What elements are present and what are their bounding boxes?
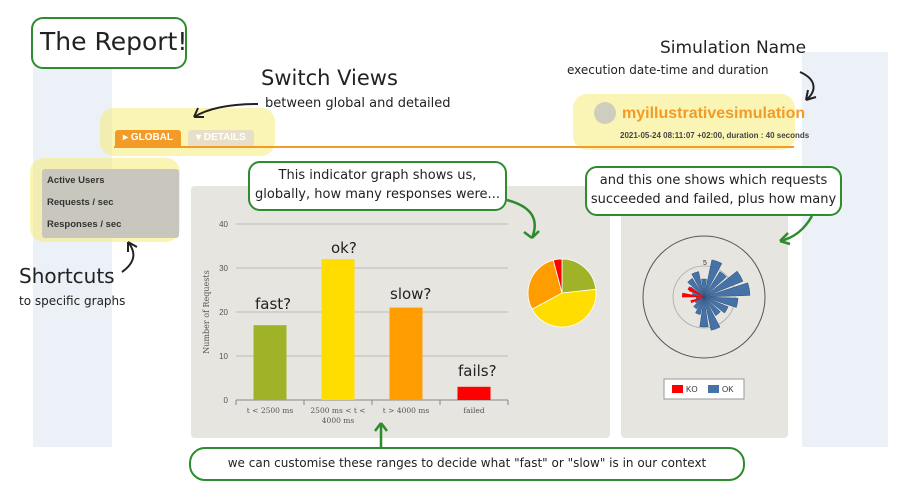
polar-ok-wedge	[687, 277, 705, 298]
indicator-bubble	[248, 161, 507, 211]
polar-ok-wedge	[703, 296, 739, 308]
switch-views-arrow	[193, 103, 259, 118]
slow-label: slow?	[390, 285, 432, 303]
polar-ko-wedge	[690, 297, 704, 304]
polar-ok-wedge	[699, 296, 709, 328]
simulation-name: myillustrativesimulation	[622, 105, 806, 122]
polar-ok-wedge	[703, 282, 751, 298]
shortcuts-arrowhead	[127, 241, 138, 252]
y-tick-label: 30	[219, 264, 228, 273]
polar-ok-wedge	[695, 296, 705, 315]
polar-legend	[663, 378, 745, 400]
pie-slice	[561, 258, 597, 294]
polar-ok-wedge	[703, 296, 721, 331]
switch-views-subtitle: between global and detailed	[265, 96, 451, 111]
indicator-bubble-line1: This indicator graph shows us,	[278, 168, 477, 183]
polar-axis-label: 5	[703, 260, 707, 267]
tab-global[interactable]: ▸ GLOBAL	[115, 130, 182, 147]
polar-ok-wedge	[691, 271, 705, 298]
legend-label: OK	[722, 385, 734, 394]
legend-swatch	[708, 385, 719, 393]
simulation-meta: 2021-05-24 08:11:07 +02:00, duration : 4…	[620, 131, 810, 140]
ranges-arrowhead	[374, 422, 388, 432]
polar-inner-ring	[672, 265, 736, 329]
x-tick-label: t > 4000 ms	[383, 406, 430, 415]
ranges-bubble	[189, 447, 745, 481]
sim-name-arrow	[799, 71, 815, 101]
sim-name-title: Simulation Name	[660, 38, 807, 58]
sim-name-subtitle: execution date-time and duration	[567, 63, 769, 77]
polar-ok-wedge	[703, 271, 727, 298]
polar-ok-wedge	[703, 259, 723, 298]
pie-slice	[552, 258, 563, 294]
requests-bubble-line2: succeeded and failed, plus how many	[590, 192, 837, 207]
x-tick-label: failed	[463, 406, 484, 415]
y-tick-label: 20	[219, 308, 228, 317]
indicator-bubble-line2: globally, how many responses were...	[255, 187, 500, 202]
x-tick-label: 4000 ms	[322, 416, 355, 425]
report-title-box	[31, 17, 187, 69]
x-tick-label: t < 2500 ms	[247, 406, 294, 415]
y-axis-label: Number of Requests	[202, 270, 211, 353]
y-tick-label: 0	[224, 396, 229, 405]
menu-item-requests-sec[interactable]: Requests / sec	[47, 197, 114, 208]
ranges-bubble-text: we can customise these ranges to decide …	[227, 456, 707, 470]
pie-slice	[527, 259, 563, 310]
switch-views-title: Switch Views	[261, 66, 398, 90]
requests-arrow	[779, 215, 814, 243]
switch-views-arrowhead	[193, 107, 204, 118]
polar-ko-wedge	[682, 292, 704, 298]
menu-item-responses-sec[interactable]: Responses / sec	[47, 219, 122, 230]
sim-name-arrowhead	[805, 89, 817, 101]
polar-outer-ring	[642, 235, 766, 359]
polar-ok-wedge	[703, 296, 721, 317]
bar	[321, 259, 355, 400]
x-tick-label: 2500 ms < t <	[310, 406, 365, 415]
polar-ko-wedge	[687, 286, 704, 297]
ok-label: ok?	[331, 239, 357, 257]
shortcuts-arrow	[121, 241, 135, 273]
polar-ok-wedge	[693, 296, 705, 310]
pie-slice	[531, 288, 597, 328]
requests-bubble-line1: and this one shows which requests	[599, 173, 828, 188]
target-icon	[594, 102, 616, 124]
polar-ok-wedge	[703, 270, 744, 298]
fails-label: fails?	[458, 362, 497, 380]
header-rule	[114, 146, 794, 148]
requests-bubble	[585, 166, 842, 216]
shortcuts-title: Shortcuts	[19, 264, 115, 288]
shortcuts-subtitle: to specific graphs	[19, 294, 126, 308]
y-tick-label: 40	[219, 220, 228, 229]
bar	[253, 325, 287, 400]
legend-swatch	[672, 385, 683, 393]
requests-arrowhead	[779, 232, 791, 246]
indicator-arrowhead	[523, 230, 540, 239]
shortcut-menu: Active Users Requests / sec Responses / …	[42, 169, 179, 238]
polar-ok-wedge	[701, 278, 707, 298]
tab-details[interactable]: ▾ DETAILS	[188, 130, 254, 147]
report-title: The Report!	[40, 27, 188, 56]
polar-ok-wedge	[703, 296, 729, 314]
menu-item-active-users[interactable]: Active Users	[47, 175, 105, 186]
legend-label: KO	[686, 385, 698, 394]
bar	[457, 386, 491, 400]
indicator-arrow	[506, 198, 536, 239]
bar	[389, 307, 423, 400]
y-tick-label: 10	[219, 352, 228, 361]
fast-label: fast?	[255, 295, 292, 313]
